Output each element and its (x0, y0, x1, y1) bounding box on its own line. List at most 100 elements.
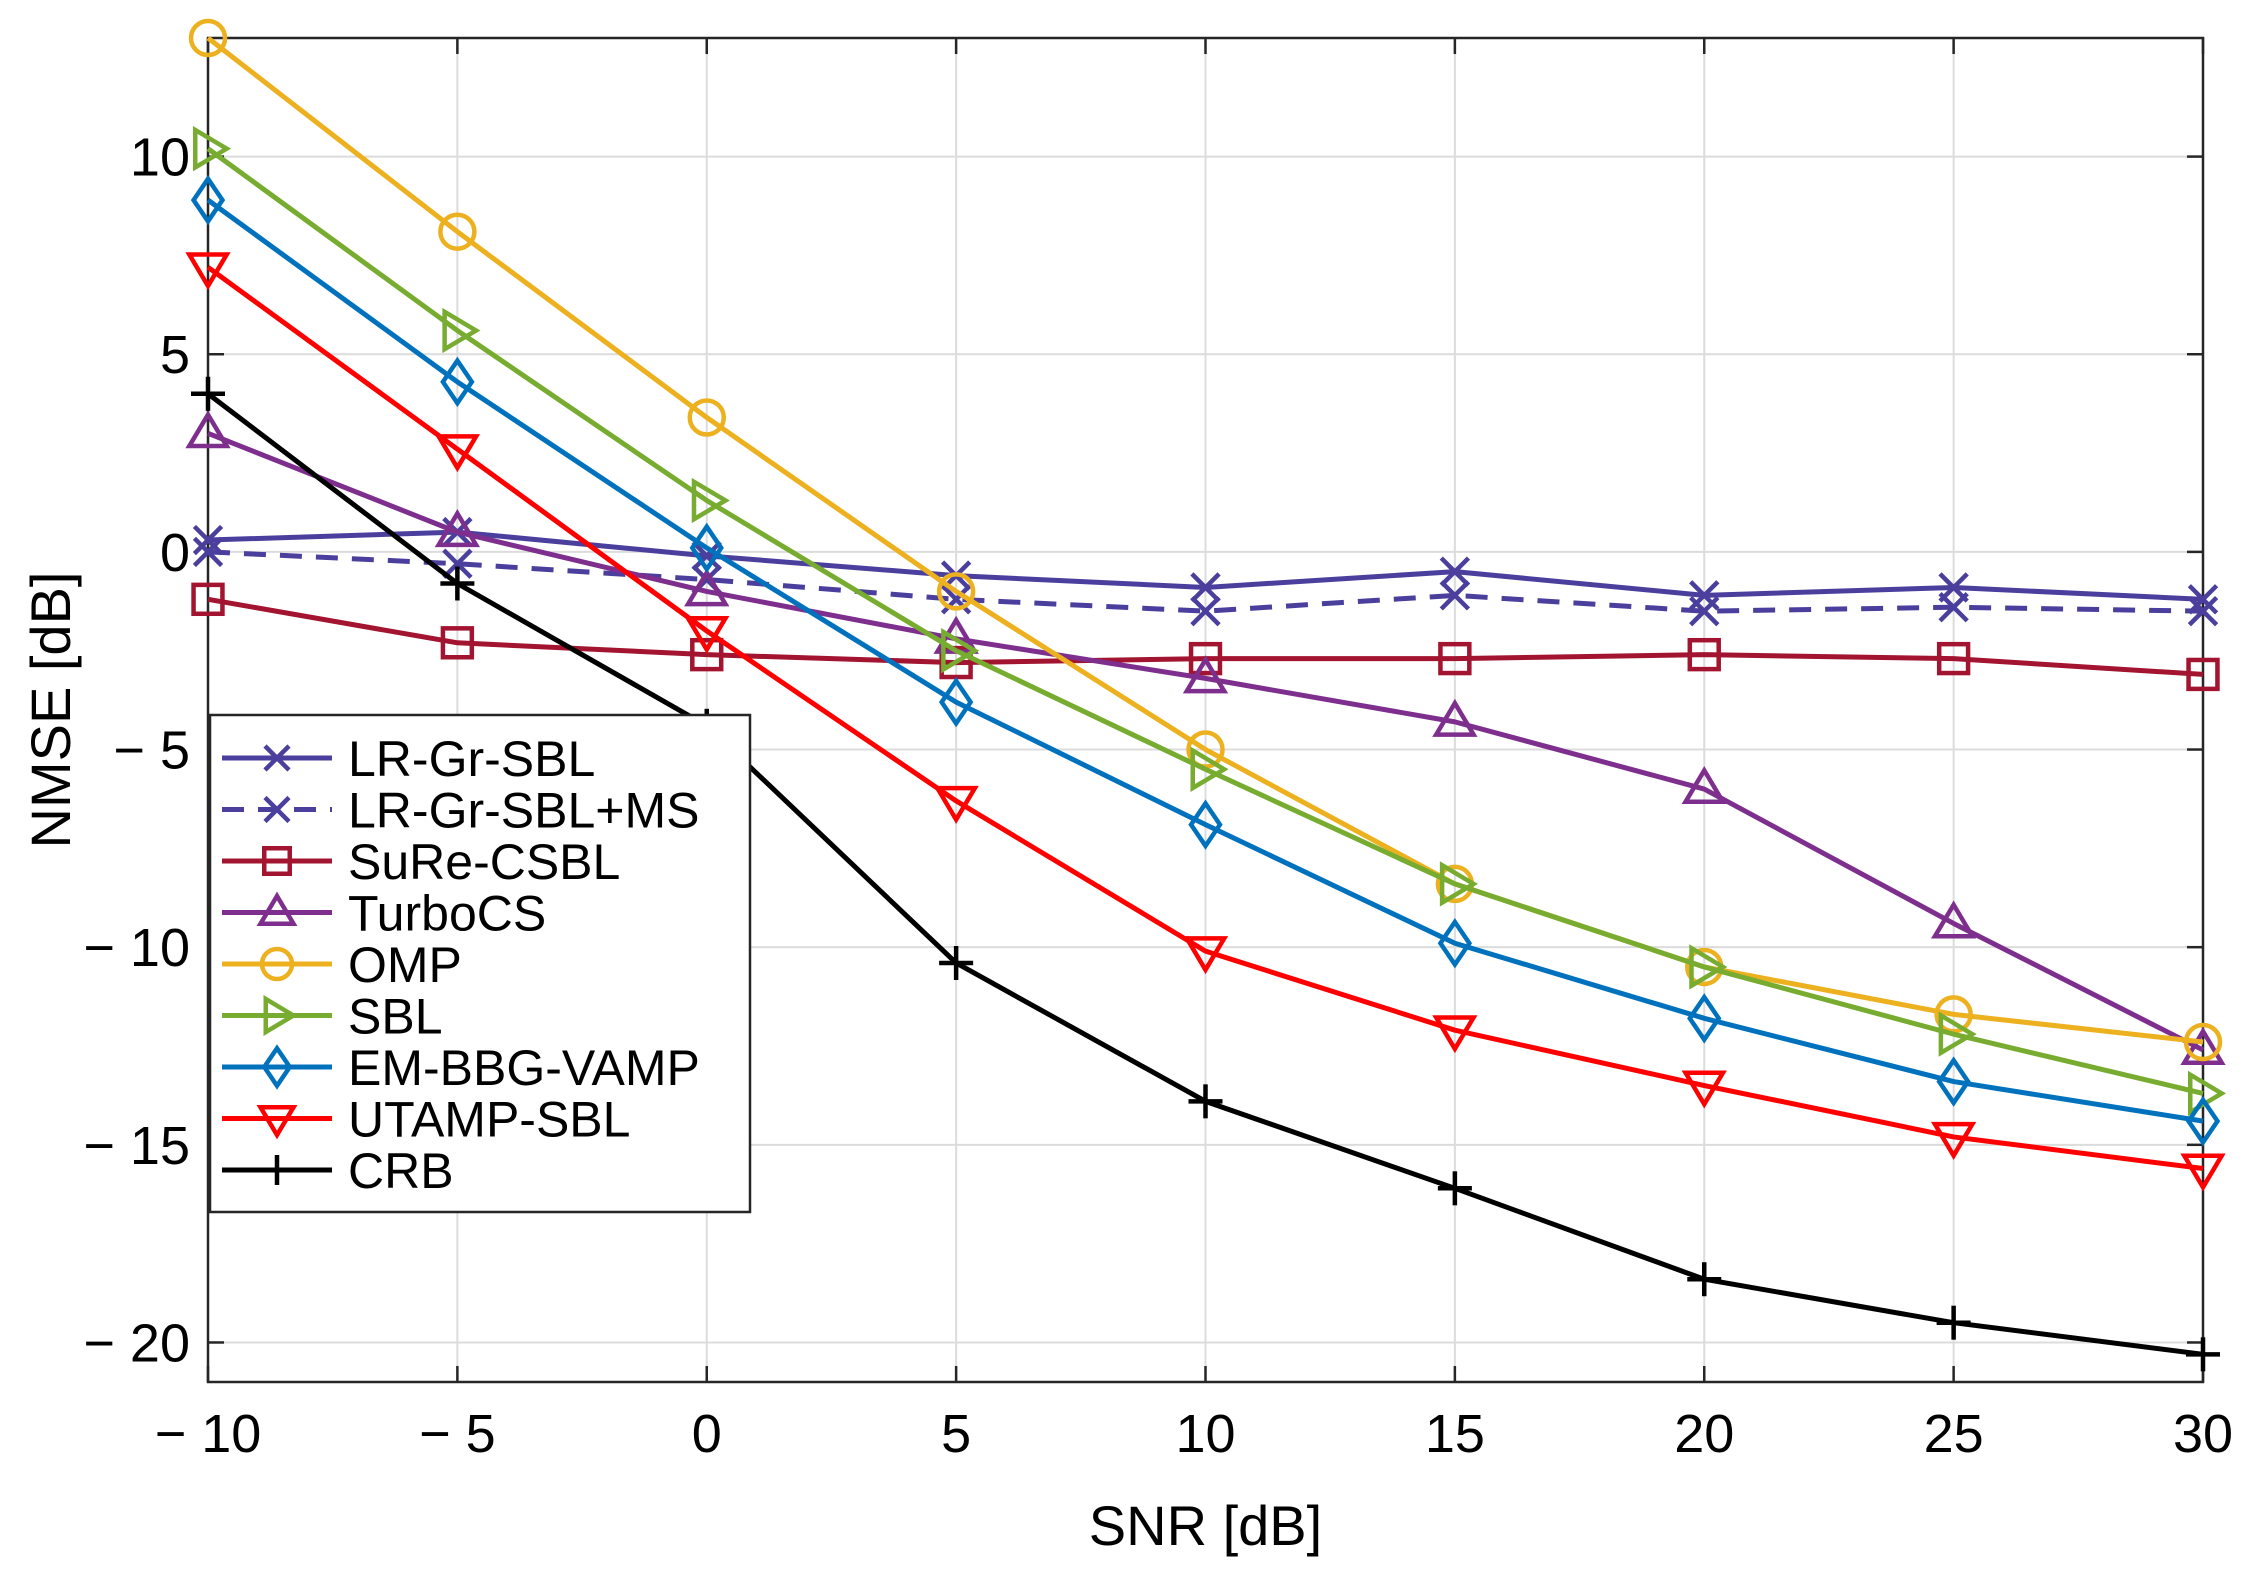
data-point-marker (263, 744, 291, 772)
y-axis-label: NMSE [dB] (19, 572, 82, 849)
data-point-marker (1438, 641, 1472, 676)
x-tick-label: 30 (2173, 1404, 2233, 1464)
data-point-marker (1938, 592, 1969, 623)
data-point-marker (1188, 799, 1223, 850)
x-tick-label: 20 (1674, 1404, 1734, 1464)
marker-stroke (1938, 592, 1969, 623)
data-point-marker (1938, 1011, 1977, 1057)
data-point-marker (190, 174, 226, 226)
x-tick-label: 5 (941, 1404, 971, 1464)
series-line (206, 146, 2204, 1096)
y-tick-label: − 5 (113, 721, 190, 781)
data-point-marker (684, 568, 730, 607)
series-em-bbg-vamp (190, 174, 2221, 1147)
data-point-marker (1182, 655, 1229, 694)
data-point-marker (1190, 572, 1221, 603)
data-point-marker (1190, 595, 1221, 627)
data-point-marker (1439, 556, 1471, 587)
series-line (206, 265, 2204, 1172)
marker-stroke (442, 548, 473, 579)
series-lr-gr-sbl (192, 516, 2219, 615)
data-point-marker (1687, 993, 1722, 1044)
x-tick-label: − 10 (155, 1404, 262, 1464)
data-point-marker (1934, 995, 1973, 1034)
series-crb (191, 376, 2220, 1372)
data-point-marker (1687, 1262, 1722, 1297)
data-point-marker (442, 548, 473, 579)
data-point-marker (261, 1044, 293, 1090)
data-point-marker (1930, 900, 1977, 939)
data-point-marker (192, 524, 224, 556)
legend-label: OMP (348, 937, 462, 993)
x-tick-label: 10 (1175, 1404, 1235, 1464)
legend: LR-Gr-SBLLR-Gr-SBL+MSSuRe-CSBLTurboCSOMP… (208, 713, 752, 1214)
data-point-marker (1439, 580, 1471, 611)
ticks: − 10 − 5 0 5 10 15 20 25 30 − 20 − 15 − 10 − 5 0 5 10 (83, 38, 2233, 1464)
data-point-marker (1936, 1056, 1971, 1107)
data-point-marker (1681, 765, 1727, 805)
data-point-marker (256, 891, 298, 926)
data-point-marker (1188, 1084, 1223, 1119)
legend-item: LR-Gr-SBL (222, 731, 595, 787)
legend-label: SBL (348, 989, 443, 1045)
data-point-marker (1437, 917, 1473, 969)
data-point-marker (1936, 1305, 1971, 1340)
data-point-marker (2186, 1337, 2220, 1372)
data-point-marker (193, 126, 232, 172)
data-point-marker (1439, 861, 1478, 907)
data-point-marker (263, 795, 291, 824)
data-point-marker (185, 252, 231, 291)
marker-stroke (1439, 580, 1471, 611)
data-point-marker (440, 566, 475, 601)
data-point-marker (262, 846, 292, 876)
data-point-marker (185, 410, 231, 449)
legend-item: SuRe-CSBL (222, 834, 620, 890)
x-tick-label: 15 (1425, 1404, 1485, 1464)
marker-stroke (192, 524, 224, 556)
data-point-marker (434, 509, 481, 548)
legend-label: LR-Gr-SBL+MS (348, 783, 699, 839)
data-point-marker (1437, 1171, 1472, 1206)
marker-stroke (1689, 595, 1720, 627)
data-point-marker (1432, 698, 1478, 737)
y-tick-label: − 10 (83, 918, 190, 978)
data-point-marker (689, 522, 724, 574)
data-point-marker (1689, 944, 1728, 990)
data-point-marker (691, 477, 730, 524)
series-lr-gr-sbl-ms (192, 536, 2219, 627)
series-sbl (193, 126, 2227, 1117)
data-point-marker (691, 540, 722, 572)
data-point-marker (262, 1155, 292, 1185)
data-point-marker (2186, 657, 2220, 692)
series-line (207, 549, 2204, 614)
x-tick-label: 0 (692, 1404, 722, 1464)
data-point-marker (1190, 746, 1229, 792)
data-point-marker (684, 615, 730, 655)
series-line (207, 430, 2205, 1053)
series-utamp-sbl (185, 252, 2226, 1192)
data-point-marker (1681, 1070, 1727, 1109)
y-tick-label: 0 (160, 523, 190, 583)
marker-stroke (691, 540, 722, 572)
data-point-marker (2180, 1153, 2226, 1192)
data-point-marker (256, 1105, 298, 1140)
data-point-marker (936, 572, 976, 611)
data-point-marker (188, 18, 228, 58)
legend-label: UTAMP-SBL (348, 1092, 630, 1148)
data-point-marker (2187, 595, 2219, 627)
x-tick-label: − 5 (419, 1404, 496, 1464)
legend-label: LR-Gr-SBL (348, 731, 595, 787)
marker-stroke (263, 795, 291, 824)
data-point-marker (2187, 584, 2219, 615)
legend-item: SBL (222, 989, 443, 1045)
x-axis-label: SNR [dB] (1089, 1494, 1322, 1557)
marker-stroke (263, 744, 291, 772)
data-point-marker (1687, 637, 1721, 672)
y-tick-label: 5 (160, 325, 190, 385)
legend-label: SuRe-CSBL (348, 834, 620, 890)
marker-stroke (2187, 584, 2219, 615)
data-point-marker (1936, 641, 1971, 676)
data-point-marker (434, 434, 481, 473)
marker-stroke (2187, 595, 2219, 627)
data-point-marker (191, 582, 225, 617)
